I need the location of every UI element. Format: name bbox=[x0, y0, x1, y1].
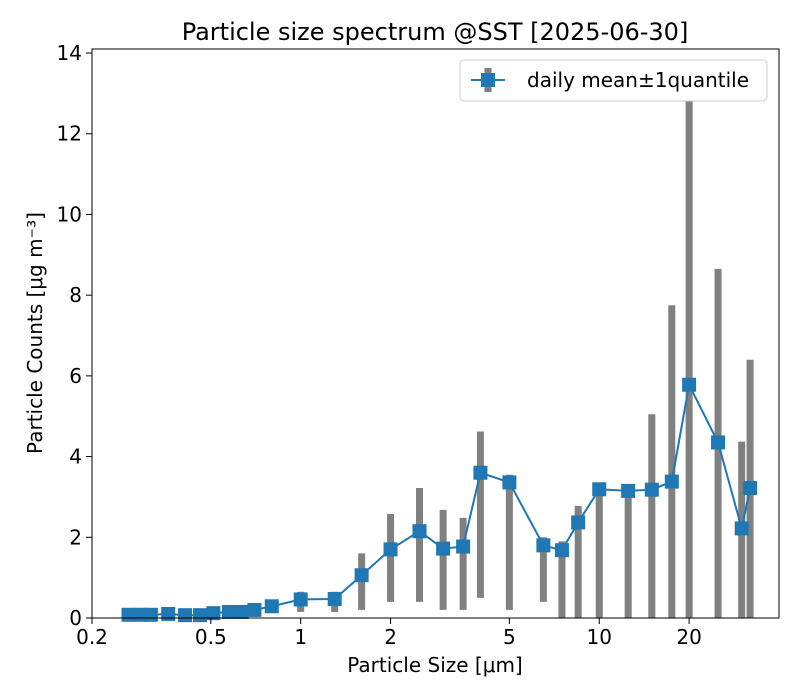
data-point bbox=[473, 465, 488, 480]
x-axis-label: Particle Size [μm] bbox=[347, 653, 522, 677]
legend-label: daily mean±1quantile bbox=[527, 68, 749, 92]
data-point bbox=[234, 604, 249, 619]
data-point bbox=[682, 377, 697, 392]
data-point bbox=[293, 592, 308, 607]
x-tick-label: 1 bbox=[294, 625, 307, 649]
legend-marker-sample bbox=[481, 73, 495, 87]
data-point bbox=[161, 606, 176, 621]
x-tick-label: 20 bbox=[676, 625, 701, 649]
y-tick-label: 0 bbox=[69, 606, 82, 630]
data-point bbox=[664, 474, 679, 489]
x-tick-label: 5 bbox=[503, 625, 516, 649]
data-point bbox=[644, 482, 659, 497]
legend-box bbox=[459, 59, 768, 102]
data-point bbox=[354, 568, 369, 583]
y-tick-label: 14 bbox=[57, 41, 82, 65]
x-axis-ticks: 0.2 0.5 1 2 5 10 20 bbox=[76, 618, 702, 649]
data-point bbox=[192, 608, 207, 623]
y-tick-label: 6 bbox=[69, 364, 82, 388]
data-point bbox=[592, 482, 607, 497]
data-point bbox=[412, 524, 427, 539]
x-tick-label: 0.5 bbox=[195, 625, 227, 649]
data-point bbox=[571, 515, 586, 530]
x-tick-label: 2 bbox=[384, 625, 397, 649]
y-tick-label: 2 bbox=[69, 525, 82, 549]
legend: daily mean±1quantile bbox=[459, 59, 768, 102]
data-point bbox=[502, 475, 517, 490]
data-point bbox=[383, 542, 398, 557]
y-axis-label: Particle Counts [μg m⁻³] bbox=[23, 212, 47, 454]
y-tick-label: 12 bbox=[57, 122, 82, 146]
data-point bbox=[221, 604, 236, 619]
plot-frame bbox=[91, 48, 780, 619]
chart-title: Particle size spectrum @SST [2025-06-30] bbox=[182, 18, 689, 46]
data-point bbox=[436, 541, 451, 556]
plot-area bbox=[92, 49, 779, 618]
data-point bbox=[621, 483, 636, 498]
y-tick-label: 8 bbox=[69, 283, 82, 307]
data-point bbox=[743, 481, 758, 496]
data-point bbox=[711, 435, 726, 450]
data-point bbox=[456, 539, 471, 554]
data-point bbox=[143, 607, 158, 622]
data-point bbox=[734, 521, 749, 536]
x-tick-label: 10 bbox=[587, 625, 612, 649]
data-point bbox=[178, 608, 193, 623]
markers-group bbox=[121, 377, 758, 623]
y-tick-label: 10 bbox=[57, 202, 82, 226]
data-point bbox=[327, 592, 342, 607]
y-axis-ticks: 0 2 4 6 8 10 12 14 bbox=[57, 41, 92, 630]
x-tick-label: 0.2 bbox=[76, 625, 108, 649]
data-point bbox=[554, 543, 569, 558]
data-point bbox=[536, 538, 551, 553]
data-point bbox=[206, 606, 221, 621]
data-point bbox=[264, 599, 279, 614]
data-point bbox=[247, 602, 262, 617]
y-tick-label: 4 bbox=[69, 445, 82, 469]
